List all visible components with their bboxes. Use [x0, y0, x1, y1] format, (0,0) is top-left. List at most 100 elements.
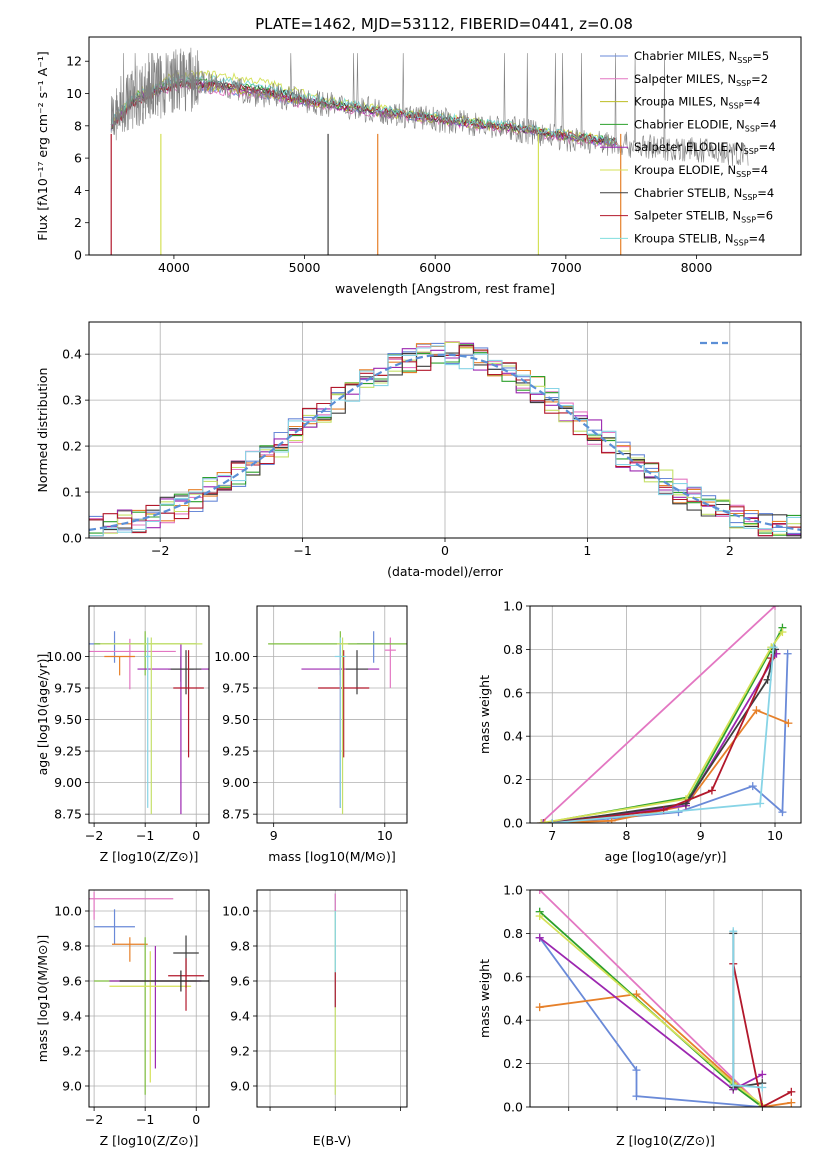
legend-label-tail: =4 [744, 95, 761, 109]
legend-label-subscript: SSP [729, 102, 744, 111]
x-tick-label: 5000 [289, 260, 321, 275]
y-tick-label: 0.2 [503, 1056, 523, 1071]
panel-spectrum: 4000 5000 6000 7000 8000 0 2 4 6 8 10 12 wavelength … [35, 36, 802, 296]
x-tick-label: −2 [151, 543, 169, 558]
legend-label: Kroupa STELIB, NSSP=4 [634, 231, 765, 247]
plot-area [110, 47, 749, 255]
weight-line [543, 653, 778, 823]
x-axis-label: mass [log10(M/M⊙)] [268, 849, 396, 864]
legend-label-tail: =4 [751, 163, 768, 177]
legend-label-subscript: SSP [744, 147, 759, 156]
panel-mass-vs-Z: −2 −1 0 9.0 9.2 9.4 9.6 9.8 10.0 Z [log10(Z/Z⊙)] m… [35, 889, 210, 1148]
x-tick-label: 0 [192, 828, 200, 843]
y-axis-label: mass weight [477, 675, 492, 754]
y-tick-label: 0.6 [503, 685, 523, 700]
legend-label-tail: =2 [751, 72, 768, 86]
y-tick-label: 9.25 [222, 744, 250, 759]
legend-label-tail: =4 [757, 186, 774, 200]
y-tick-label: 0.4 [503, 1013, 523, 1028]
legend-label-subscript: SSP [742, 193, 757, 202]
y-tick-label: 9.2 [62, 1044, 82, 1059]
legend-label: Salpeter MILES, NSSP=2 [634, 72, 768, 88]
y-tick-label: 6 [74, 151, 82, 166]
legend-label-main: Kroupa MILES, N [634, 95, 729, 109]
x-axis-label: Z [log10(Z/Z⊙)] [100, 849, 199, 864]
y-tick-label: 0.4 [503, 729, 523, 744]
weight-line [539, 993, 792, 1107]
x-axis-label: wavelength [Angstrom, rest frame] [335, 281, 555, 296]
weight-line [732, 931, 763, 1089]
y-tick-label: 0.1 [62, 485, 82, 500]
legend-label: Chabrier MILES, NSSP=5 [634, 49, 769, 65]
x-tick-label: 9 [270, 828, 278, 843]
y-tick-label: 9.4 [230, 1009, 250, 1024]
y-tick-label: 9.50 [222, 712, 250, 727]
y-tick-label: 1.0 [503, 883, 523, 898]
legend-label-main: Salpeter MILES, N [634, 72, 736, 86]
panel-mass-vs-EBV: 9.0 9.2 9.4 9.6 9.8 10.0 E(B-V) [222, 889, 408, 1148]
legend-label: Chabrier ELODIE, NSSP=4 [634, 117, 777, 133]
y-tick-label: 12 [66, 54, 82, 69]
weight-line [552, 653, 789, 823]
legend-label-main: Kroupa ELODIE, N [634, 163, 736, 177]
x-tick-label: 0 [192, 1112, 200, 1127]
panel-weight-vs-age: 7 8 9 10 0.0 0.2 0.4 0.6 0.8 1.0 age [log10(age/yr… [477, 599, 802, 864]
normal-curve [89, 353, 801, 531]
y-axis-label: mass [log10(M/M⊙)] [35, 935, 50, 1063]
legend-label-main: Chabrier STELIB, N [634, 186, 742, 200]
y-tick-label: 0.2 [503, 772, 523, 787]
x-axis-label: (data-model)/error [387, 564, 504, 579]
legend-label-tail: =5 [752, 49, 769, 63]
y-tick-label: 1.0 [503, 599, 523, 614]
y-tick-label: 9.75 [222, 681, 250, 696]
y-tick-label: 10.00 [214, 649, 250, 664]
y-tick-label: 8 [74, 118, 82, 133]
plot-area [537, 606, 793, 823]
x-tick-label: 2 [726, 543, 734, 558]
y-tick-label: 0.0 [62, 531, 82, 546]
y-tick-label: 0.6 [503, 969, 523, 984]
axes-frame [256, 605, 408, 824]
legend-label-tail: =4 [759, 140, 776, 154]
legend-label-subscript: SSP [736, 170, 751, 179]
weight-line [732, 933, 763, 1089]
y-tick-label: 0.8 [503, 642, 523, 657]
y-tick-label: 9.00 [222, 775, 250, 790]
y-axis-label: Flux [fλ10⁻¹⁷ erg cm⁻² s⁻¹ A⁻¹] [35, 51, 50, 240]
y-tick-label: 0.4 [62, 347, 82, 362]
y-tick-label: 0.3 [62, 393, 82, 408]
y-tick-label: 9.00 [54, 775, 82, 790]
x-axis-label: age [log10(age/yr)] [605, 849, 727, 864]
y-tick-label: 9.6 [62, 974, 82, 989]
panel-residuals: −2 −1 0 1 2 0.0 0.1 0.2 0.3 0.4 (data-model)/error… [35, 321, 802, 579]
y-tick-label: 10.00 [46, 649, 82, 664]
x-tick-label: 9 [697, 828, 705, 843]
plot-area [89, 631, 209, 815]
y-tick-label: 0.2 [62, 439, 82, 454]
y-tick-label: 9.25 [54, 744, 82, 759]
legend-label-tail: =6 [756, 209, 773, 223]
x-tick-label: 10 [377, 828, 393, 843]
axes-frame [529, 605, 802, 824]
weight-line [539, 890, 763, 1107]
legend-label-subscript: SSP [737, 56, 752, 65]
y-tick-label: 0.8 [503, 926, 523, 941]
panel-weight-vs-Z: 0.0 0.2 0.4 0.6 0.8 1.0 Z [log10(Z/Z⊙)] mass we… [477, 883, 802, 1148]
x-tick-label: 1 [583, 543, 591, 558]
data-line [110, 47, 749, 167]
y-tick-label: 0 [74, 248, 82, 263]
weight-line [540, 606, 776, 823]
x-axis-label: Z [log10(Z/Z⊙)] [616, 1133, 715, 1148]
x-tick-label: 8000 [681, 260, 713, 275]
legend-label-subscript: SSP [734, 238, 749, 247]
legend-label-subscript: SSP [745, 124, 760, 133]
x-tick-label: 8 [623, 828, 631, 843]
legend-label-main: Salpeter STELIB, N [634, 209, 741, 223]
legend-label-main: Kroupa STELIB, N [634, 231, 734, 245]
weight-line [543, 627, 784, 823]
legend-label-main: Chabrier ELODIE, N [634, 117, 745, 131]
weight-line [732, 963, 792, 1107]
weight-line [540, 631, 784, 823]
